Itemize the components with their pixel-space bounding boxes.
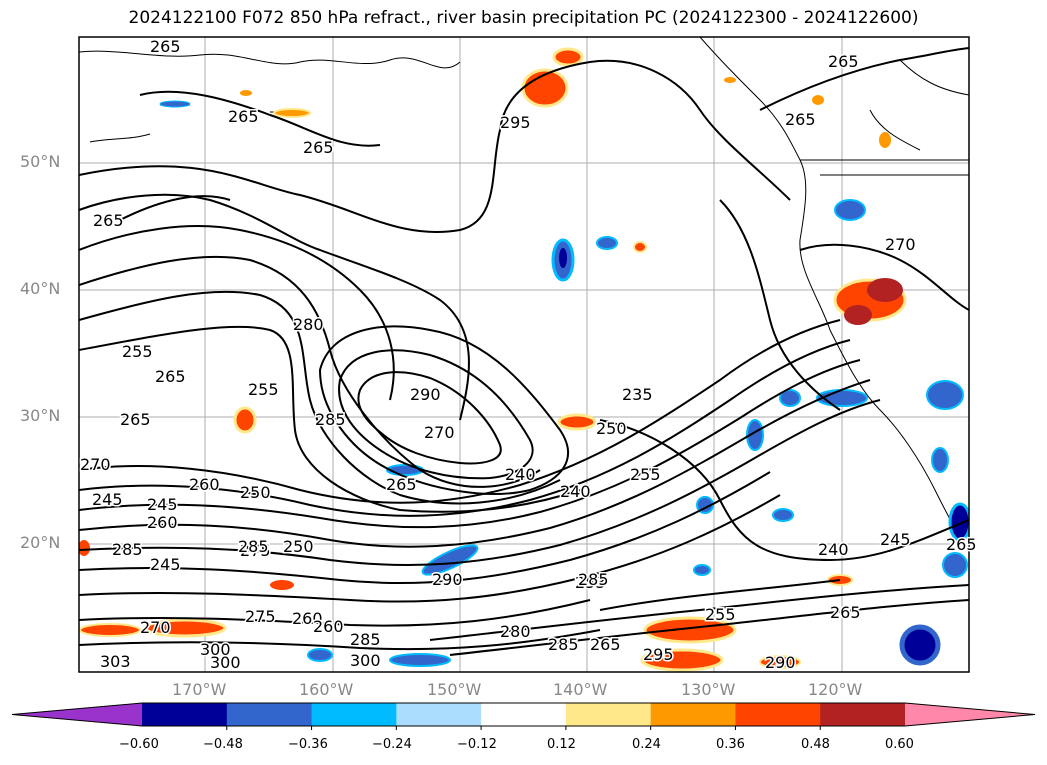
contour-label: 280	[293, 315, 324, 334]
contour-label: 245	[150, 555, 181, 574]
contour-label: 265	[590, 635, 621, 654]
lon-label-140w: 140°W	[553, 680, 608, 699]
contour-label: 265	[93, 211, 124, 230]
colorbar-segment	[650, 703, 736, 726]
lat-label-50n: 50°N	[20, 152, 61, 171]
contour-label: 303	[100, 652, 131, 671]
contour-label: 275	[245, 607, 276, 626]
contour-label: 300	[210, 653, 241, 672]
contour-label: 295	[500, 113, 531, 132]
contour-label: 285	[578, 570, 609, 589]
contour-label: 255	[248, 380, 279, 399]
colorbar-tick-label: 0.12	[547, 737, 576, 752]
precip-shading	[79, 47, 969, 672]
contour-label: 245	[880, 530, 911, 549]
contour-label: 280	[500, 622, 531, 641]
contour-label: 270	[80, 455, 111, 474]
contour-label: 245	[92, 490, 123, 509]
colorbar-segment	[820, 703, 906, 726]
lat-label-20n: 20°N	[20, 533, 61, 552]
colorbar-segment	[226, 703, 313, 726]
contour-label: 265	[150, 37, 181, 56]
map-background	[79, 37, 969, 672]
contour-label: 265	[785, 110, 816, 129]
contour-label: 255	[630, 465, 661, 484]
colorbar-segment	[396, 703, 482, 726]
lon-label-170w: 170°W	[172, 680, 227, 699]
colorbar-extend-high	[905, 703, 1035, 726]
colorbar-segment	[735, 703, 821, 726]
contour-label: 285	[112, 540, 143, 559]
colorbar-extend-low	[12, 703, 142, 726]
colorbar-segment	[481, 703, 567, 726]
contour-label: 290	[432, 570, 463, 589]
contour-label: 295	[643, 645, 674, 664]
contour-label: 265	[228, 107, 259, 126]
colorbar-segment	[311, 703, 397, 726]
lon-label-120w: 120°W	[808, 680, 863, 699]
colorbar-tick-label: 0.24	[632, 737, 661, 752]
colorbar-segment	[142, 703, 228, 726]
contour-label: 270	[140, 618, 171, 637]
contour-label: 250	[596, 419, 627, 438]
contour-label: 265	[155, 367, 186, 386]
contour-label: 240	[505, 465, 536, 484]
contour-label: 265	[828, 52, 859, 71]
contour-label: 255	[705, 605, 736, 624]
colorbar-tick-label: −0.48	[203, 737, 243, 752]
lon-label-130w: 130°W	[681, 680, 736, 699]
contour-label: 285	[315, 410, 346, 429]
contour-label: 270	[885, 235, 916, 254]
contour-label: 290	[410, 385, 441, 404]
colorbar	[11, 702, 1036, 730]
lat-label-30n: 30°N	[20, 406, 61, 425]
contour-label: 285	[238, 537, 269, 556]
contour-label: 240	[818, 540, 849, 559]
lon-label-160w: 160°W	[299, 680, 354, 699]
colorbar-tick-label: 0.48	[801, 737, 830, 752]
contour-label: 260	[313, 617, 344, 636]
contour-label: 265	[120, 410, 151, 429]
contour-label: 260	[189, 475, 220, 494]
colorbar-tick-label: −0.24	[372, 737, 412, 752]
colorbar-tick-label: −0.36	[288, 737, 328, 752]
contour-label: 265	[386, 475, 417, 494]
refractivity-contours	[79, 47, 969, 656]
contour-label: 260	[147, 513, 178, 532]
colorbar-segment	[565, 703, 652, 726]
contour-label: 300	[200, 640, 231, 659]
contour-label: 285	[350, 630, 381, 649]
contour-label: 285	[548, 635, 579, 654]
contour-label: 250	[240, 483, 271, 502]
lat-label-40n: 40°N	[20, 279, 61, 298]
colorbar-tick-label: 0.36	[716, 737, 745, 752]
contour-label: 270	[424, 423, 455, 442]
contour-label: 255	[122, 342, 153, 361]
contour-label: 240	[560, 482, 591, 501]
contour-label: 265	[946, 535, 977, 554]
contour-label: 300	[350, 651, 381, 670]
contour-label: 235	[622, 385, 653, 404]
contour-label: 265	[303, 138, 334, 157]
contour-label: 260	[292, 609, 323, 628]
contour-label: 245	[147, 495, 178, 514]
colorbar-outline	[11, 702, 1036, 727]
colorbar-tick-label: 0.60	[885, 737, 914, 752]
map-title: 2024122100 F072 850 hPa refract., river …	[128, 8, 919, 28]
colorbar-tick-label: −0.60	[119, 737, 159, 752]
colorbar-tick-label: −0.12	[457, 737, 497, 752]
graticule	[79, 37, 969, 672]
contour-labels: 2652652652652652652552652652552802952902…	[79, 36, 979, 674]
contour-label: 265	[830, 603, 861, 622]
contour-label: 290	[765, 653, 796, 672]
lon-label-150w: 150°W	[427, 680, 482, 699]
contour-label: 253	[575, 573, 606, 592]
contour-label: 250	[283, 537, 314, 556]
map-frame	[78, 36, 970, 673]
contour-label: 275	[240, 541, 271, 560]
